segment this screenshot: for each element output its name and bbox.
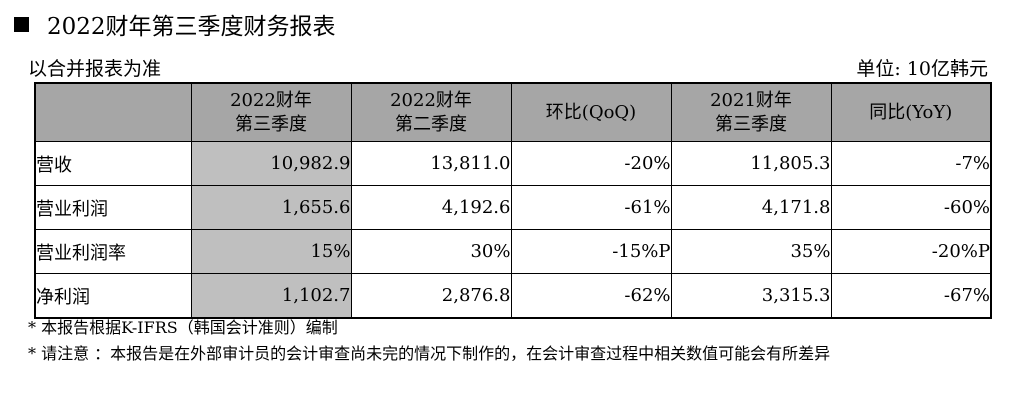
basis-text: 以合并报表为准 [28, 58, 162, 80]
header-line: 第二季度 [395, 113, 467, 135]
unit-text: 单位: 10亿韩元 [856, 58, 988, 80]
footnote-disclaimer: * 请注意 ：本报告是在外部审计员的会计审查尚未完的情况下制作的，在会计审查过程… [28, 344, 831, 363]
header-cell: 2021财年 第三季度 [670, 82, 832, 142]
header-line: 环比(QoQ) [545, 101, 637, 123]
value-cell: -20% [510, 141, 672, 186]
header-line: 第三季度 [715, 113, 787, 135]
square-bullet-icon [14, 16, 29, 32]
header-corner-cell [34, 82, 192, 142]
table-row: 净利润 1,102.7 2,876.8 -62% 3,315.3 -67% [34, 273, 992, 319]
value-cell: -62% [510, 273, 672, 319]
value-cell: -60% [830, 185, 992, 230]
header-cell: 2022财年 第三季度 [190, 82, 352, 142]
header-cell: 2022财年 第二季度 [350, 82, 512, 142]
table-row: 营收 10,982.9 13,811.0 -20% 11,805.3 -7% [34, 141, 992, 186]
value-cell: 1,102.7 [190, 273, 352, 319]
header-cell: 同比(YoY) [830, 82, 992, 142]
table-row: 营业利润率 15% 30% -15%P 35% -20%P [34, 229, 992, 274]
header-line: 2021财年 [710, 89, 792, 111]
row-label: 营业利润率 [34, 229, 192, 274]
value-cell: 1,655.6 [190, 185, 352, 230]
financial-table: 2022财年 第三季度 2022财年 第二季度 环比(QoQ) 2021财年 第… [34, 82, 992, 319]
report-title-text: 2022财年第三季度财务报表 [47, 14, 336, 40]
value-cell: -7% [830, 141, 992, 186]
footnote-standard: * 本报告根据K-IFRS（韩国会计准则）编制 [28, 318, 338, 337]
value-cell: -67% [830, 273, 992, 319]
table-row: 营业利润 1,655.6 4,192.6 -61% 4,171.8 -60% [34, 185, 992, 230]
header-line: 第三季度 [235, 113, 307, 135]
row-label: 净利润 [34, 273, 192, 319]
value-cell: 10,982.9 [190, 141, 352, 186]
header-row: 2022财年 第三季度 2022财年 第二季度 环比(QoQ) 2021财年 第… [34, 82, 992, 142]
value-cell: -61% [510, 185, 672, 230]
value-cell: 13,811.0 [350, 141, 512, 186]
value-cell: 30% [350, 229, 512, 274]
header-cell: 环比(QoQ) [510, 82, 672, 142]
row-label: 营业利润 [34, 185, 192, 230]
value-cell: 3,315.3 [670, 273, 832, 319]
value-cell: 15% [190, 229, 352, 274]
value-cell: 35% [670, 229, 832, 274]
table-caption-row: 以合并报表为准 单位: 10亿韩元 [28, 54, 988, 81]
value-cell: 11,805.3 [670, 141, 832, 186]
header-line: 同比(YoY) [869, 101, 953, 123]
value-cell: -15%P [510, 229, 672, 274]
header-line: 2022财年 [230, 89, 312, 111]
value-cell: 4,192.6 [350, 185, 512, 230]
value-cell: -20%P [830, 229, 992, 274]
header-line: 2022财年 [390, 89, 472, 111]
footnotes: * 本报告根据K-IFRS（韩国会计准则）编制 * 请注意 ：本报告是在外部审计… [28, 316, 1018, 366]
value-cell: 4,171.8 [670, 185, 832, 230]
value-cell: 2,876.8 [350, 273, 512, 319]
report-title: 2022财年第三季度财务报表 [14, 6, 336, 42]
row-label: 营收 [34, 141, 192, 186]
